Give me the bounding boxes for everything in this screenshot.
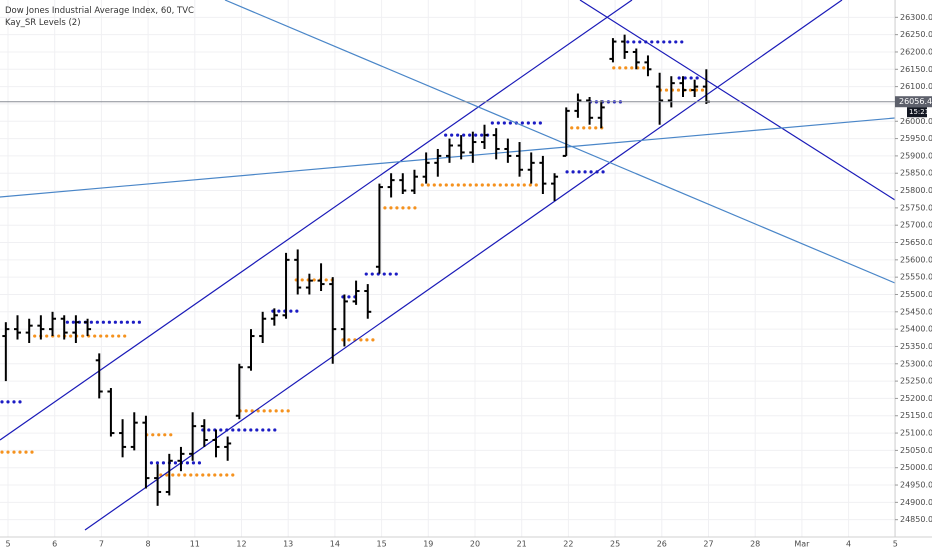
time-box bbox=[907, 107, 927, 118]
y-tick-label: 25550.0 bbox=[900, 273, 932, 282]
x-tick-label: 21 bbox=[517, 540, 527, 549]
down-line bbox=[579, 0, 896, 201]
y-tick-label: 25050.0 bbox=[900, 446, 932, 455]
x-tick-label: 25 bbox=[610, 540, 620, 549]
x-tick-label: 6 bbox=[52, 540, 57, 549]
x-tick-label: 5 bbox=[5, 540, 10, 549]
x-tick-label: 5 bbox=[893, 540, 898, 549]
y-tick-label: 26300.0 bbox=[900, 13, 932, 22]
y-tick-label: 25800.0 bbox=[900, 186, 932, 195]
y-tick-label: 26150.0 bbox=[900, 65, 932, 74]
y-tick-label: 25300.0 bbox=[900, 359, 932, 368]
y-tick-label: 25950.0 bbox=[900, 134, 932, 143]
x-tick-label: 19 bbox=[423, 540, 433, 549]
y-tick-label: 25750.0 bbox=[900, 203, 932, 212]
x-tick-label: 28 bbox=[750, 540, 760, 549]
y-tick-label: 26100.0 bbox=[900, 82, 932, 91]
y-tick-label: 25100.0 bbox=[900, 429, 932, 438]
rising-line-light bbox=[0, 117, 896, 198]
y-tick-label: 26000.0 bbox=[900, 117, 932, 126]
channel-upper bbox=[0, 0, 633, 441]
y-tick-label: 25350.0 bbox=[900, 342, 932, 351]
ohlc-bars bbox=[2, 34, 710, 506]
x-tick-label: 7 bbox=[99, 540, 104, 549]
last-price-label: 26056.4 bbox=[899, 97, 932, 106]
x-tick-label: 13 bbox=[283, 540, 293, 549]
y-tick-label: 24900.0 bbox=[900, 498, 932, 507]
axes: 24850.0 24900.0 24950.0 25000.0 25050.0 25100… bbox=[0, 13, 932, 549]
x-tick-label: 14 bbox=[330, 540, 340, 549]
x-tick-label: 4 bbox=[846, 540, 851, 549]
time-label: 15:21 bbox=[909, 108, 929, 116]
y-tick-label: 25850.0 bbox=[900, 169, 932, 178]
x-tick-label: 20 bbox=[470, 540, 480, 549]
y-tick-label: 25150.0 bbox=[900, 411, 932, 420]
x-tick-label: 22 bbox=[563, 540, 573, 549]
trend-lines bbox=[0, 0, 896, 531]
x-tick-label: 26 bbox=[657, 540, 667, 549]
down-line-light bbox=[224, 0, 896, 284]
x-tick-label: Mar bbox=[794, 540, 810, 549]
y-tick-label: 26200.0 bbox=[900, 47, 932, 56]
y-tick-label: 25000.0 bbox=[900, 463, 932, 472]
indicator-name: Kay_SR Levels (2) bbox=[5, 18, 81, 28]
y-tick-label: 25200.0 bbox=[900, 394, 932, 403]
y-tick-label: 25450.0 bbox=[900, 307, 932, 316]
y-tick-label: 25250.0 bbox=[900, 377, 932, 386]
y-tick-label: 25400.0 bbox=[900, 325, 932, 334]
x-tick-label: 8 bbox=[146, 540, 151, 549]
y-tick-label: 25650.0 bbox=[900, 238, 932, 247]
x-tick-label: 11 bbox=[190, 540, 200, 549]
y-tick-label: 25900.0 bbox=[900, 151, 932, 160]
last-price-box bbox=[895, 96, 932, 108]
y-tick-label: 26250.0 bbox=[900, 30, 932, 39]
x-tick-label: 15 bbox=[377, 540, 387, 549]
x-tick-label: 27 bbox=[703, 540, 713, 549]
y-tick-label: 24950.0 bbox=[900, 481, 932, 490]
y-tick-label: 24850.0 bbox=[900, 515, 932, 524]
chart-title: Dow Jones Industrial Average Index, 60, … bbox=[5, 6, 194, 16]
y-tick-label: 25500.0 bbox=[900, 290, 932, 299]
y-tick-label: 25700.0 bbox=[900, 221, 932, 230]
y-tick-label: 25600.0 bbox=[900, 255, 932, 264]
channel-lower bbox=[84, 0, 843, 531]
x-tick-label: 12 bbox=[236, 540, 246, 549]
